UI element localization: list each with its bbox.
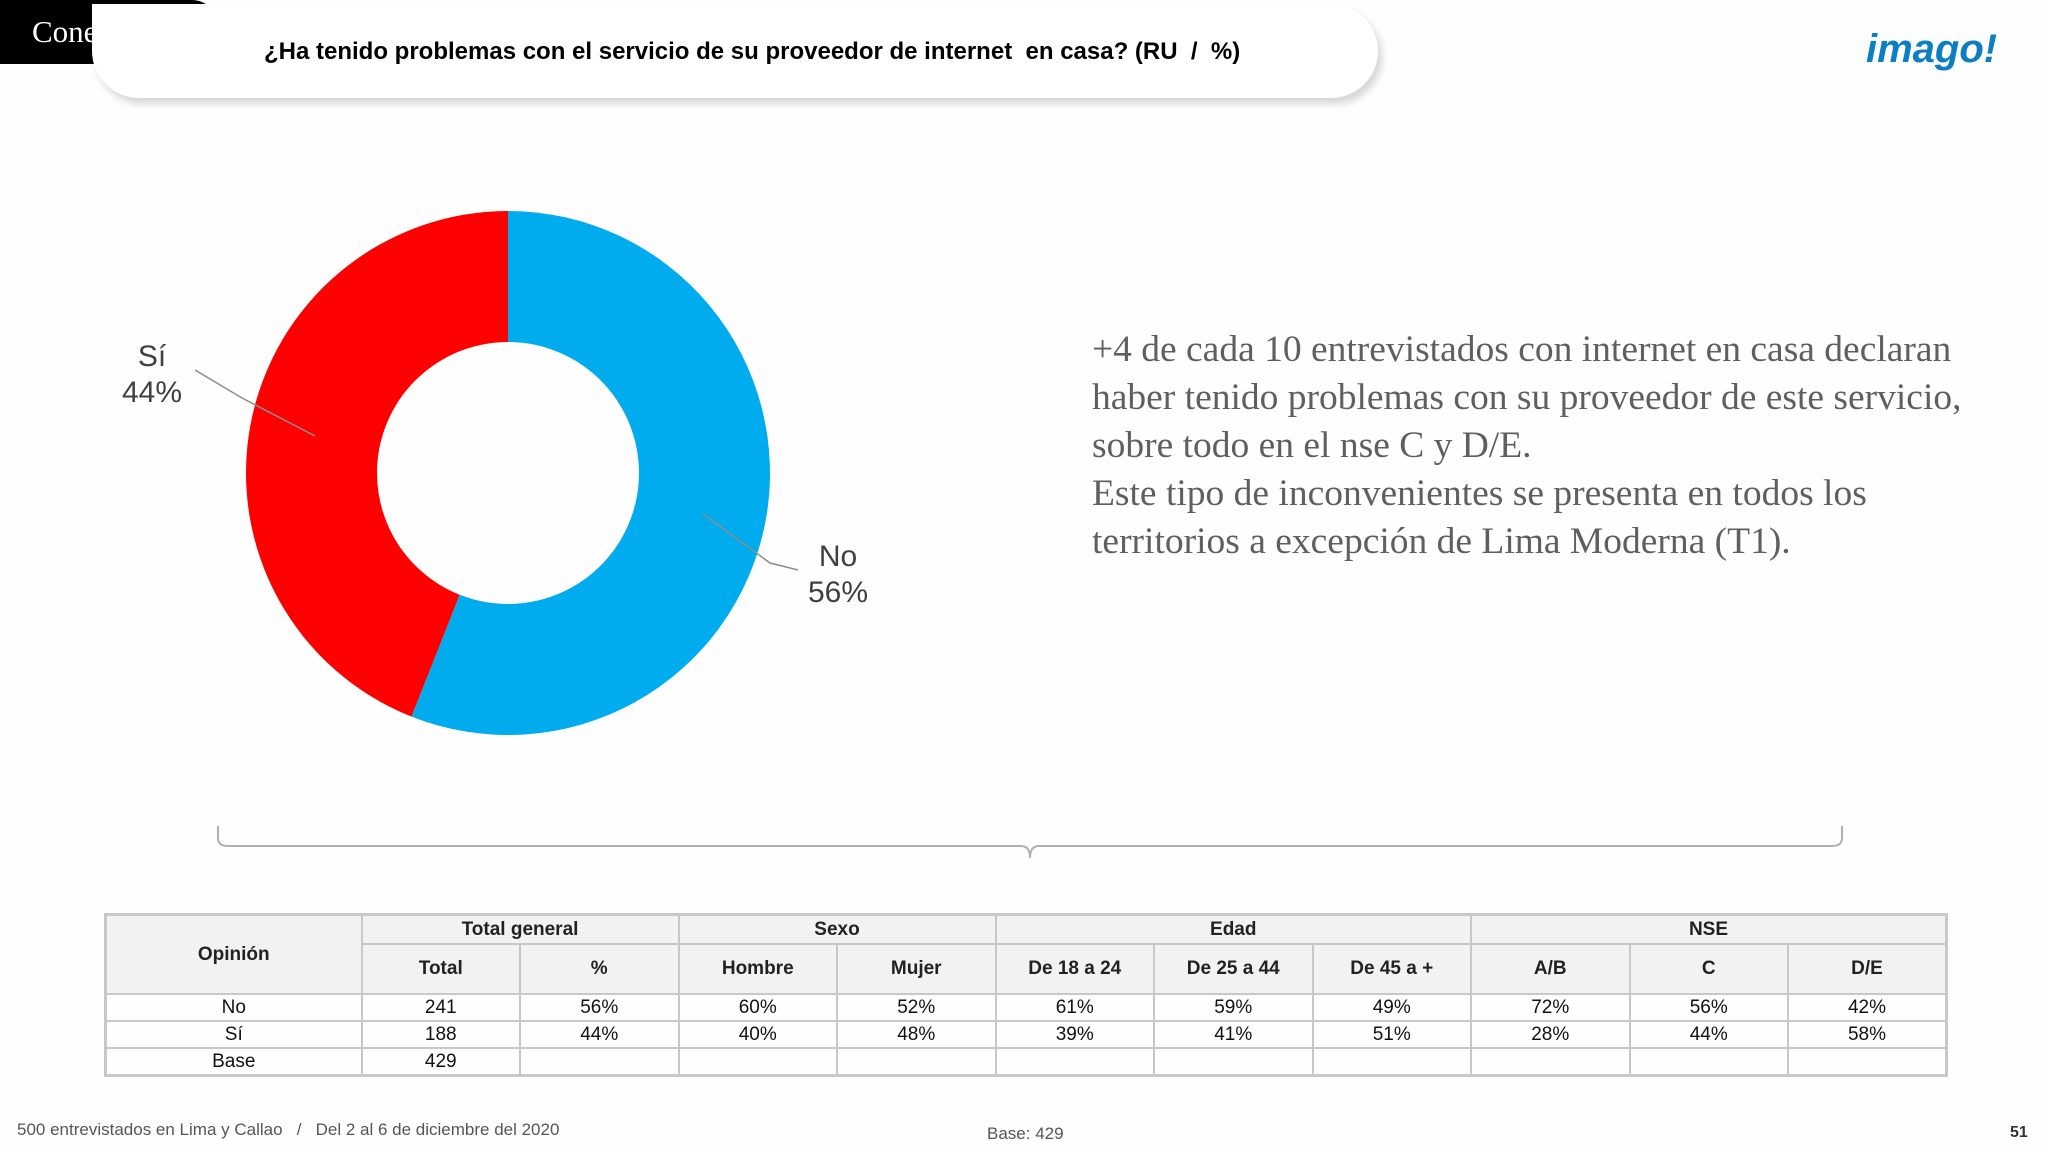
slice-category-label: No	[819, 540, 857, 573]
table-cell: 49%	[1311, 993, 1472, 1022]
row-label: No	[104, 993, 363, 1022]
donut-slice-si	[245, 211, 508, 717]
column-header: C	[1628, 943, 1789, 995]
leader-line	[194, 369, 316, 437]
table-cell: 56%	[519, 993, 680, 1022]
column-header: D/E	[1787, 943, 1948, 995]
question-banner	[92, 4, 1378, 98]
column-header: Mujer	[836, 943, 997, 995]
table-cell	[994, 1047, 1155, 1077]
column-header: Hombre	[677, 943, 838, 995]
table-cell: 44%	[1628, 1020, 1789, 1049]
table-cell: 41%	[1153, 1020, 1314, 1049]
narrative-paragraph-2: Este tipo de inconvenientes se presenta …	[1092, 473, 1867, 562]
table-cell	[519, 1047, 680, 1077]
table-cell: 72%	[1470, 993, 1631, 1022]
row-label: Sí	[104, 1020, 363, 1049]
table-subheader-row: Total % Hombre Mujer De 18 a 24 De 25 a …	[106, 943, 1948, 995]
table-cell: 48%	[836, 1020, 997, 1049]
table-cell	[1628, 1047, 1789, 1077]
table-row: Base 429	[104, 1047, 1948, 1077]
group-header: Sexo	[677, 913, 997, 945]
group-header: NSE	[1470, 913, 1948, 945]
column-header: A/B	[1470, 943, 1631, 995]
table-cell: 59%	[1153, 993, 1314, 1022]
table-cell: 51%	[1311, 1020, 1472, 1049]
donut-slice-no	[411, 211, 770, 735]
table-cell: 188	[360, 1020, 521, 1049]
results-table: Opinión Total general Sexo Edad NSE Tota…	[104, 913, 1948, 1077]
table-cell: 52%	[836, 993, 997, 1022]
column-header: %	[519, 943, 680, 995]
slice-category-label: Sí	[138, 340, 167, 373]
imago-logo: imago!	[1866, 27, 1997, 71]
table-cell: 58%	[1787, 1020, 1948, 1049]
page-number: 51	[2010, 1124, 2028, 1141]
table-cell: 61%	[994, 993, 1155, 1022]
table-cell: 56%	[1628, 993, 1789, 1022]
table-cell	[1311, 1047, 1472, 1077]
table-cell: 60%	[677, 993, 838, 1022]
table-cell: 42%	[1787, 993, 1948, 1022]
table-cell: 44%	[519, 1020, 680, 1049]
footer-sample-note: 500 entrevistados en Lima y Callao / Del…	[17, 1120, 560, 1139]
opinion-header: Opinión	[104, 913, 363, 995]
column-header: Total	[360, 943, 521, 995]
table-row: Sí 188 44% 40% 48% 39% 41% 51% 28% 44% 5…	[104, 1020, 1948, 1049]
table-cell	[677, 1047, 838, 1077]
column-header: De 45 a +	[1311, 943, 1472, 995]
narrative-paragraph-1: +4 de cada 10 entrevistados con internet…	[1092, 329, 1962, 466]
table-row: No 241 56% 60% 52% 61% 59% 49% 72% 56% 4…	[104, 993, 1948, 1022]
footer-base: Base: 429	[987, 1124, 1064, 1143]
table-cell	[1153, 1047, 1314, 1077]
group-header: Total general	[360, 913, 680, 945]
table-cell	[1787, 1047, 1948, 1077]
table-group-header-row: Opinión Total general Sexo Edad NSE	[104, 913, 1948, 995]
table-cell	[836, 1047, 997, 1077]
table-cell: 39%	[994, 1020, 1155, 1049]
row-label: Base	[104, 1047, 363, 1077]
column-header: De 25 a 44	[1153, 943, 1314, 995]
table-cell: 40%	[677, 1020, 838, 1049]
slice-value-label: 56%	[808, 576, 868, 609]
logo-wordmark: imago!	[1866, 27, 1997, 71]
table-cell: 429	[360, 1047, 521, 1077]
question-title: ¿Ha tenido problemas con el servicio de …	[264, 38, 1241, 65]
brace-connector	[217, 826, 1843, 859]
column-header: De 18 a 24	[994, 943, 1155, 995]
table-cell: 28%	[1470, 1020, 1631, 1049]
group-header: Edad	[994, 913, 1472, 945]
narrative-text: +4 de cada 10 entrevistados con internet…	[1092, 326, 1992, 566]
slice-value-label: 44%	[122, 376, 182, 409]
table-cell	[1470, 1047, 1631, 1077]
table-cell: 241	[360, 993, 521, 1022]
leader-line	[702, 513, 799, 571]
